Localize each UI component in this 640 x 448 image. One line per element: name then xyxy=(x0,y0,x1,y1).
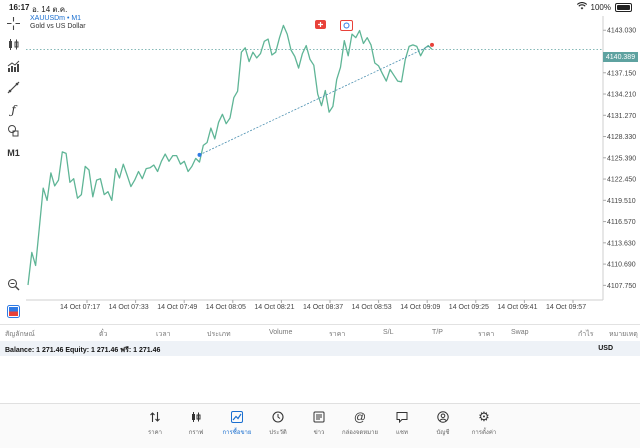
tab-label: การตั้งค่า xyxy=(471,430,497,436)
tab-label: บัญชี xyxy=(436,430,450,436)
col-sl[interactable]: S/L xyxy=(383,329,394,336)
news-icon xyxy=(299,409,339,425)
bottom-tab-bar: ราคา กราฟ การซื้อขาย ประวัติ ข่าว @ กล่อ… xyxy=(0,403,640,448)
tab-mailbox[interactable]: @ กล่องจดหมาย xyxy=(340,409,380,437)
sell-badge-icon[interactable] xyxy=(315,20,326,29)
status-date: อ. 14 ต.ค. xyxy=(32,5,68,14)
left-toolbar: ƒ M1 xyxy=(0,14,26,324)
price-tick-label: 4143.030 xyxy=(607,28,636,35)
status-time: 16:17 xyxy=(9,3,30,12)
col-type[interactable]: ประเภท xyxy=(207,331,231,338)
tab-label: ข่าว xyxy=(313,430,325,436)
tab-label: ราคา xyxy=(148,430,162,436)
tab-settings[interactable]: ⚙ การตั้งค่า xyxy=(464,409,504,437)
tab-label: กราฟ xyxy=(188,430,204,436)
col-profit[interactable]: กำไร xyxy=(578,331,594,338)
current-price-label: 4140.389 xyxy=(603,52,638,62)
tab-chat[interactable]: แชท xyxy=(382,409,422,437)
zoom-icon[interactable] xyxy=(6,277,21,292)
price-tick-label: 4134.210 xyxy=(607,92,636,99)
indicators-icon[interactable] xyxy=(6,59,21,74)
time-tick-label: 14 Oct 09:25 xyxy=(449,304,489,311)
price-chart[interactable]: 4143.030 4137.150 4134.210 4131.270 4128.330… xyxy=(0,14,640,324)
col-tp[interactable]: T/P xyxy=(432,329,443,336)
buy-entry-marker xyxy=(197,152,202,157)
price-tick-label: 4131.270 xyxy=(607,113,636,120)
battery-percent: 100% xyxy=(590,2,611,12)
tab-history[interactable]: ประวัติ xyxy=(258,409,298,437)
price-tick-label: 4125.390 xyxy=(607,155,636,162)
tab-quotes[interactable]: ราคา xyxy=(135,409,175,437)
time-tick-label: 14 Oct 08:21 xyxy=(254,304,294,311)
price-tick-label: 4122.450 xyxy=(607,177,636,184)
function-icon[interactable]: ƒ xyxy=(11,102,16,117)
col-comment[interactable]: หมายเหตุ xyxy=(609,331,638,338)
balance-currency: USD xyxy=(598,345,613,352)
history-icon xyxy=(258,409,298,425)
time-tick-label: 14 Oct 08:53 xyxy=(352,304,392,311)
time-tick-label: 14 Oct 07:17 xyxy=(60,304,100,311)
col-current-price[interactable]: ราคา xyxy=(478,331,495,338)
chat-icon xyxy=(382,409,422,425)
trend-chart-icon xyxy=(217,409,257,425)
col-ticket[interactable]: ตั๋ว xyxy=(99,331,108,338)
shapes-icon[interactable] xyxy=(6,123,21,138)
tab-label: ประวัติ xyxy=(269,430,287,436)
col-price[interactable]: ราคา xyxy=(329,331,346,338)
status-bar: 16:17 อ. 14 ต.ค. 100% xyxy=(0,0,640,14)
tab-label: กล่องจดหมาย xyxy=(341,430,379,436)
crosshair-icon[interactable] xyxy=(6,16,21,31)
time-tick-label: 14 Oct 09:57 xyxy=(546,304,586,311)
time-tick-label: 14 Oct 09:41 xyxy=(497,304,537,311)
time-tick-label: 14 Oct 08:05 xyxy=(206,304,246,311)
buy-badge-icon[interactable] xyxy=(340,20,353,31)
status-right: 100% xyxy=(576,2,632,12)
objects-icon[interactable] xyxy=(6,80,21,95)
tab-chart[interactable]: กราฟ xyxy=(176,409,216,437)
candlestick-type-icon[interactable] xyxy=(6,37,21,52)
col-time[interactable]: เวลา xyxy=(156,331,171,338)
tab-news[interactable]: ข่าว xyxy=(299,409,339,437)
tab-label: การซื้อขาย xyxy=(222,430,252,436)
timeframe-button[interactable]: M1 xyxy=(7,147,20,158)
price-tick-label: 4119.510 xyxy=(607,198,636,205)
price-tick-label: 4128.330 xyxy=(607,134,636,141)
time-tick-label: 14 Oct 07:49 xyxy=(157,304,197,311)
positions-table-header: สัญลักษณ์ ตั๋ว เวลา ประเภท Volume ราคา S… xyxy=(0,324,640,340)
price-series-line xyxy=(27,24,433,286)
symbol-title[interactable]: XAUUSDm • M1 xyxy=(30,15,82,22)
price-tick-label: 4110.690 xyxy=(607,262,636,269)
arrows-updown-icon xyxy=(135,409,175,425)
price-tick-label: 4116.570 xyxy=(607,219,636,226)
col-swap[interactable]: Swap xyxy=(511,329,529,336)
col-symbol[interactable]: สัญลักษณ์ xyxy=(5,331,35,338)
col-volume[interactable]: Volume xyxy=(269,329,293,336)
price-tick-label: 4107.750 xyxy=(607,283,636,290)
candlestick-icon xyxy=(176,409,216,425)
tab-trade[interactable]: การซื้อขาย xyxy=(217,409,257,437)
gear-icon: ⚙ xyxy=(478,409,490,424)
battery-icon xyxy=(615,2,632,12)
time-tick-label: 14 Oct 09:09 xyxy=(400,304,440,311)
tab-accounts[interactable]: บัญชี xyxy=(423,409,463,437)
price-tick-label: 4137.150 xyxy=(607,70,636,77)
at-icon: @ xyxy=(353,410,367,424)
time-tick-label: 14 Oct 07:33 xyxy=(109,304,149,311)
tab-label: แชท xyxy=(396,430,408,436)
balance-text: Balance: 1 271.46 Equity: 1 271.46 ฟรี: … xyxy=(5,347,161,354)
time-tick-label: 14 Oct 08:37 xyxy=(303,304,343,311)
chart-area[interactable]: 4143.030 4137.150 4134.210 4131.270 4128.330… xyxy=(0,14,640,324)
balance-row[interactable]: Balance: 1 271.46 Equity: 1 271.46 ฟรี: … xyxy=(0,341,640,356)
user-icon xyxy=(423,409,463,425)
sell-exit-marker xyxy=(430,42,434,47)
price-tick-label: 4113.630 xyxy=(607,240,636,247)
one-click-trading-icon[interactable] xyxy=(6,304,21,319)
trade-connection-line xyxy=(199,44,433,156)
symbol-info: XAUUSDm • M1 Gold vs US Dollar xyxy=(30,15,86,30)
wifi-icon xyxy=(576,2,587,12)
symbol-description: Gold vs US Dollar xyxy=(30,23,86,30)
